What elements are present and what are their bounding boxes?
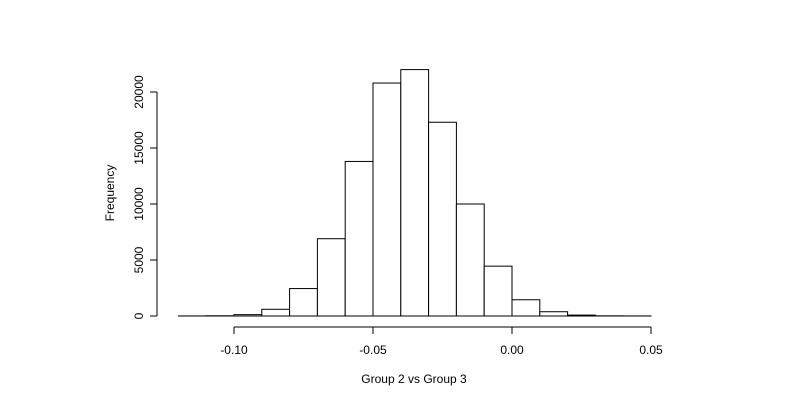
x-tick-label: 0.00: [500, 343, 524, 357]
histogram-bar: [316, 238, 346, 317]
histogram-bar: [289, 288, 318, 317]
histogram-bar: [511, 299, 541, 317]
histogram-bar: [261, 308, 291, 317]
histogram-bar: [344, 160, 374, 317]
y-tick-label: 20000: [132, 75, 146, 109]
histogram-bar: [233, 314, 263, 317]
y-tick-label: 0: [132, 312, 146, 319]
histogram-bar: [455, 203, 485, 317]
x-axis: -0.10 -0.05 0.00 0.05: [220, 326, 663, 357]
histogram-bar: [483, 265, 513, 317]
y-axis-label: Frequency: [103, 165, 117, 222]
histogram-bar: [372, 82, 402, 317]
x-tick-label: -0.05: [359, 343, 387, 357]
histogram-bar: [428, 121, 457, 317]
x-axis-label: Group 2 vs Group 3: [361, 372, 467, 386]
histogram-bar: [400, 69, 430, 317]
x-tick-label: 0.05: [639, 343, 663, 357]
x-tick-label: -0.10: [220, 343, 248, 357]
y-tick-label: 5000: [132, 246, 146, 273]
histogram-bars: [177, 69, 652, 317]
histogram-bar: [567, 314, 596, 317]
y-tick-label: 15000: [132, 131, 146, 165]
histogram-bar: [539, 311, 569, 317]
y-axis: 0 5000 10000 15000 20000: [132, 75, 158, 319]
y-tick-label: 10000: [132, 187, 146, 221]
